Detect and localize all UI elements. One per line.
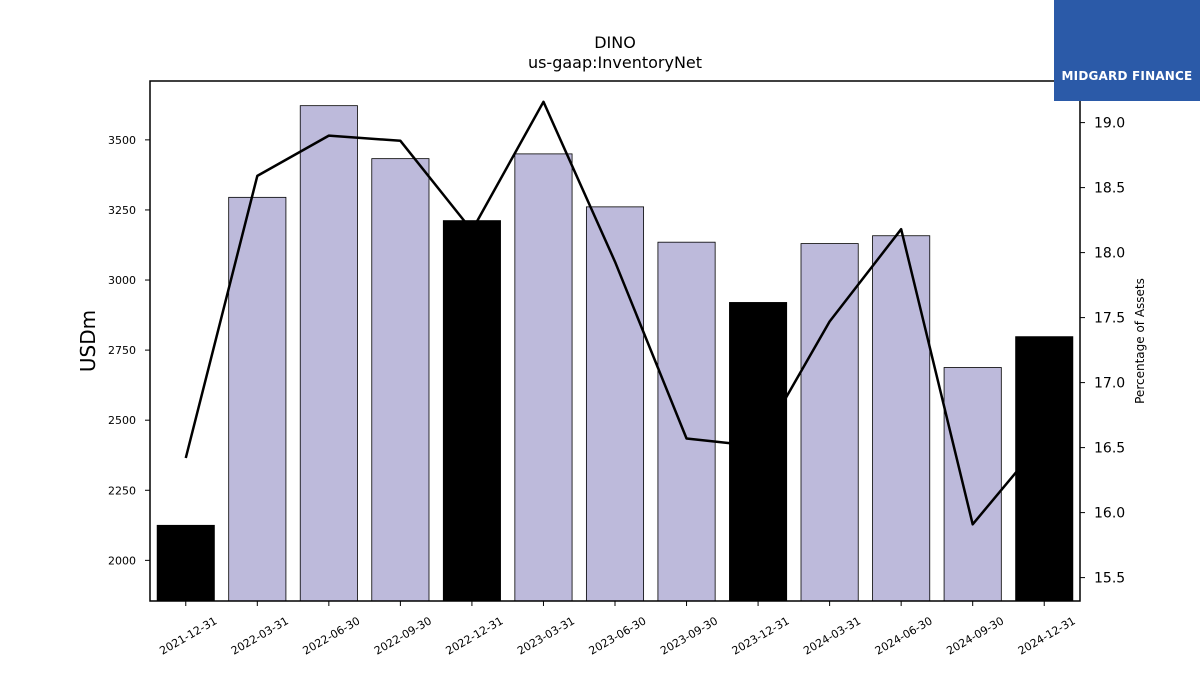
y-axis-label: USDm [76,310,100,372]
bar [442,220,501,602]
x-tick-label: 2021-12-31 [157,614,219,657]
bar [729,302,788,602]
bar [872,235,931,602]
y-tick-label: 3500 [108,134,136,147]
logo-text: MIDGARD FINANCE [1061,69,1193,83]
x-tick-label: 2022-12-31 [444,614,506,657]
y-tick-label: 2000 [108,554,136,567]
bar-series [156,105,1074,602]
y-tick-label: 2750 [108,344,136,357]
bar [371,158,430,602]
midgard-finance-logo: MIDGARD FINANCE [1054,0,1200,101]
y-tick-label: 3250 [108,204,136,217]
x-tick-label: 2023-12-31 [730,614,792,657]
y2-tick-label: 19.0 [1094,116,1125,132]
y2-axis-label: Percentage of Assets [1133,278,1147,404]
chart-title: DINO [594,33,636,52]
x-tick-label: 2024-06-30 [873,614,935,657]
x-tick-label: 2024-12-31 [1016,614,1078,657]
x-tick-label: 2024-03-31 [801,614,863,657]
x-tick-label: 2023-09-30 [658,614,720,657]
y2-tick-label: 15.5 [1094,571,1125,587]
bar [800,243,859,602]
bar [514,153,573,602]
y2-tick-label: 18.0 [1094,246,1125,262]
chart-subtitle: us-gaap:InventoryNet [528,53,702,72]
bar [228,196,287,602]
y2-tick-label: 16.5 [1094,441,1125,457]
y-tick-label: 3000 [108,274,136,287]
line-series [184,100,1046,526]
bar [156,524,215,602]
x-tick-label: 2023-03-31 [515,614,577,657]
logo-mark-icon [1054,0,1200,101]
bar [943,367,1002,602]
x-tick-label: 2022-06-30 [300,614,362,657]
bar [299,105,358,602]
x-tick-label: 2023-06-30 [587,614,649,657]
y-tick-label: 2500 [108,414,136,427]
x-tick-label: 2022-03-31 [229,614,291,657]
y2-tick-label: 17.0 [1094,376,1125,392]
y2-tick-label: 17.5 [1094,311,1125,327]
bar [585,206,645,602]
bar [657,241,716,602]
bar [1015,336,1074,602]
x-tick-label: 2022-09-30 [372,614,434,657]
y-tick-label: 2250 [108,484,136,497]
x-tick-label: 2024-09-30 [944,614,1006,657]
y2-tick-label: 18.5 [1094,181,1125,197]
y2-tick-label: 16.0 [1094,506,1125,522]
